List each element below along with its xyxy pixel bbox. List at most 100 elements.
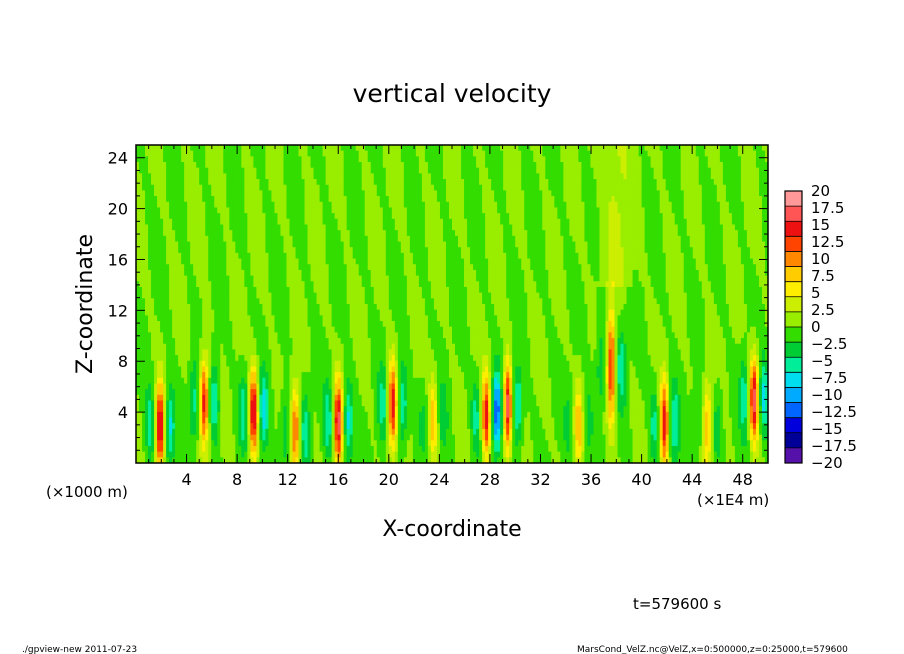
heatmap-cell (581, 247, 585, 254)
heatmap-cell (238, 218, 242, 225)
heatmap-cell (659, 258, 664, 265)
heatmap-cell (325, 269, 330, 277)
heatmap-cell (199, 247, 203, 254)
heatmap-cell (671, 218, 676, 225)
heatmap-cell (157, 213, 161, 220)
heatmap-cell (442, 156, 447, 163)
heatmap-cell (292, 213, 296, 220)
heatmap-cell (346, 196, 351, 203)
heatmap-cell (373, 247, 378, 254)
heatmap-cell (253, 196, 257, 203)
heatmap-cell (343, 252, 348, 259)
heatmap-cell (635, 218, 639, 225)
heatmap-cell (307, 145, 311, 152)
heatmap-cell (614, 269, 618, 277)
heatmap-cell (608, 230, 612, 237)
heatmap-cell (554, 269, 558, 277)
heatmap-cell (617, 218, 621, 225)
heatmap-cell (641, 230, 646, 237)
heatmap-cell (352, 184, 357, 191)
heatmap-cell (427, 230, 432, 237)
heatmap-cell (515, 241, 519, 248)
heatmap-cell (190, 213, 194, 220)
heatmap-cell (415, 162, 420, 169)
heatmap-cell (572, 162, 576, 169)
heatmap-cell (554, 218, 558, 225)
heatmap-cell (662, 213, 667, 220)
heatmap-cell (424, 235, 429, 242)
heatmap-cell (578, 201, 582, 208)
heatmap-cell (226, 190, 230, 197)
heatmap-cell (139, 167, 143, 174)
heatmap-cell (524, 150, 528, 157)
heatmap-cell (593, 179, 597, 186)
heatmap-cell (704, 235, 709, 242)
heatmap-cell (488, 235, 492, 242)
heatmap-cell (280, 190, 284, 197)
heatmap-cell (725, 150, 730, 157)
heatmap-cell (680, 247, 685, 254)
heatmap-cell (238, 207, 242, 214)
heatmap-cell (647, 190, 652, 197)
heatmap-cell (286, 269, 290, 277)
heatmap-cell (202, 218, 206, 225)
heatmap-cell (187, 213, 191, 220)
heatmap-cell (181, 190, 185, 197)
heatmap-cell (139, 173, 143, 180)
heatmap-cell (154, 184, 158, 191)
heatmap-cell (142, 213, 146, 220)
heatmap-cell (304, 150, 308, 157)
heatmap-cell (238, 196, 242, 203)
heatmap-cell (208, 224, 212, 231)
heatmap-cell (355, 235, 360, 242)
heatmap-cell (722, 190, 727, 197)
heatmap-cell (163, 230, 167, 237)
heatmap-cell (361, 213, 366, 220)
heatmap-cell (605, 150, 609, 157)
heatmap-cell (439, 213, 444, 220)
heatmap-cell (199, 190, 203, 197)
heatmap-cell (148, 213, 152, 220)
heatmap-cell (650, 252, 655, 259)
heatmap-cell (181, 184, 185, 191)
heatmap-cell (181, 145, 185, 152)
heatmap-cell (722, 179, 727, 186)
heatmap-cell (412, 213, 417, 220)
heatmap-cell (479, 156, 483, 163)
heatmap-cell (268, 264, 272, 271)
heatmap-cell (569, 179, 573, 186)
heatmap-cell (617, 258, 621, 265)
heatmap-cell (274, 230, 278, 237)
heatmap-cell (608, 145, 612, 152)
heatmap-cell (620, 156, 624, 163)
heatmap-cell (530, 207, 534, 214)
heatmap-cell (623, 179, 627, 186)
heatmap-cell (578, 179, 582, 186)
heatmap-cell (539, 235, 543, 242)
heatmap-cell (764, 196, 769, 203)
heatmap-cell (671, 201, 676, 208)
heatmap-cell (488, 258, 492, 265)
heatmap-cell (226, 145, 230, 152)
heatmap-cell (497, 150, 501, 157)
heatmap-cell (142, 156, 146, 163)
heatmap-cell (686, 213, 691, 220)
heatmap-cell (328, 145, 333, 152)
heatmap-cell (442, 218, 447, 225)
heatmap-cell (617, 184, 621, 191)
heatmap-cell (247, 269, 251, 277)
heatmap-cell (548, 156, 552, 163)
heatmap-cell (340, 230, 345, 237)
heatmap-cell (439, 150, 444, 157)
heatmap-cell (433, 201, 438, 208)
heatmap-cell (503, 275, 507, 282)
heatmap-cell (400, 258, 405, 265)
heatmap-cell (533, 275, 537, 282)
heatmap-cell (385, 150, 390, 157)
heatmap-cell (415, 201, 420, 208)
heatmap-cell (268, 173, 272, 180)
heatmap-cell (181, 173, 185, 180)
heatmap-cell (467, 224, 471, 231)
heatmap-cell (578, 213, 582, 220)
heatmap-cell (710, 150, 715, 157)
